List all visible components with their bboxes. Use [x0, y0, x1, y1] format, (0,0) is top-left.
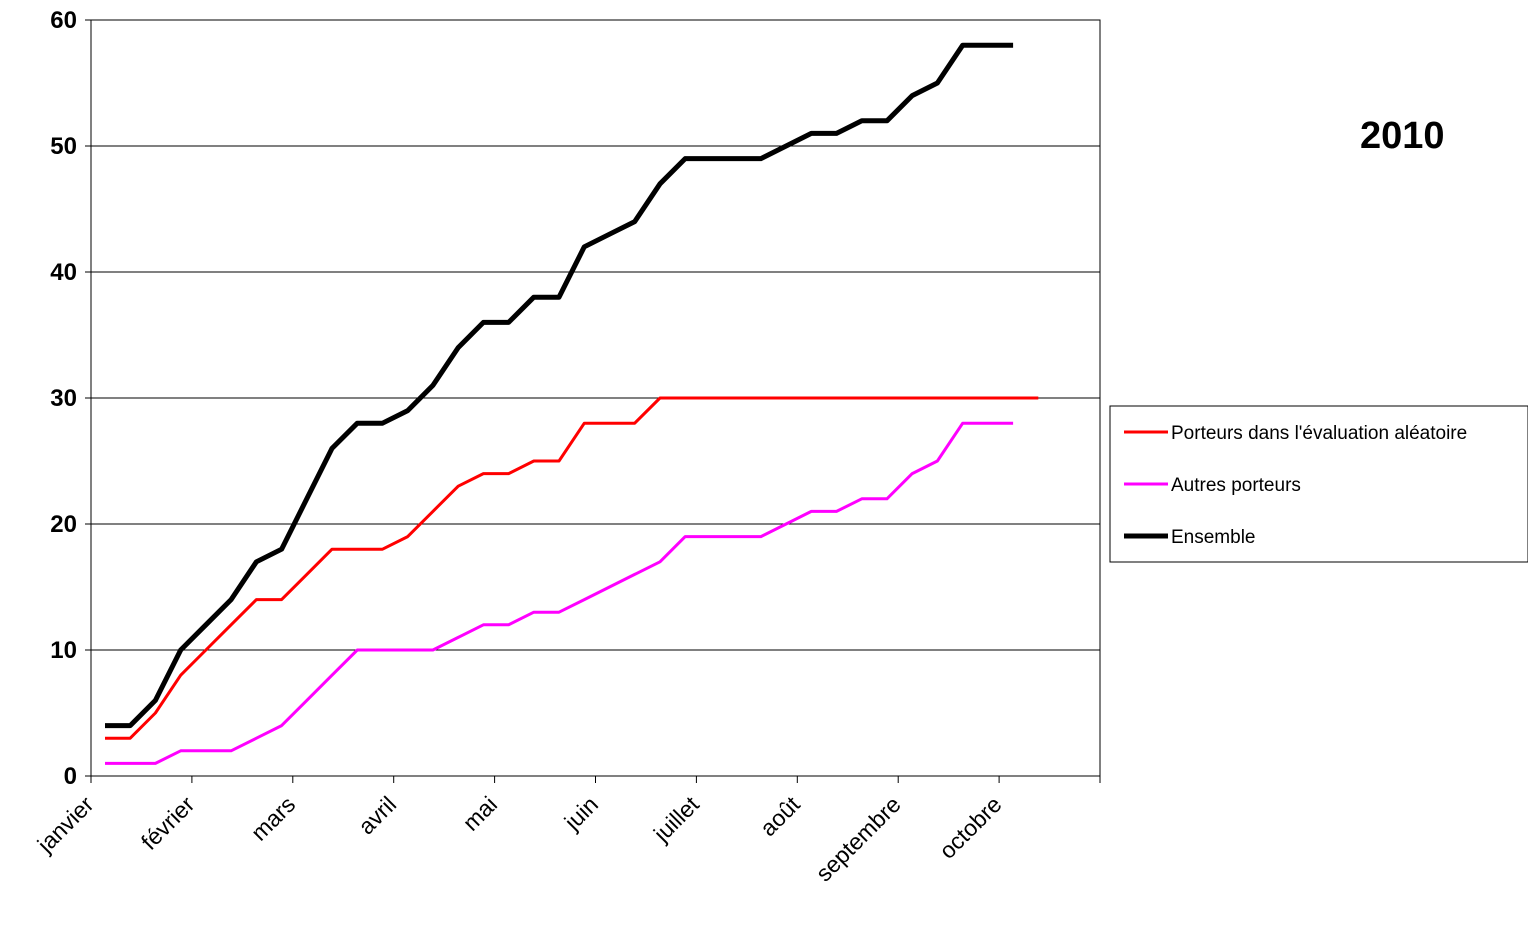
legend-label-ensemble: Ensemble — [1171, 527, 1256, 548]
chart-title: 2010 — [1360, 115, 1445, 157]
xtick-label-octobre: octobre — [934, 791, 1007, 864]
series-line-3 — [105, 42, 1014, 729]
series-line-2 — [105, 421, 1014, 765]
ytick-label-50: 50 — [50, 133, 77, 160]
ytick-label-0: 0 — [64, 763, 77, 790]
xtick-label-mars: mars — [246, 791, 301, 846]
ytick-label-20: 20 — [50, 511, 77, 538]
series-lines — [105, 42, 1039, 765]
xtick-label-août: août — [755, 791, 805, 841]
xtick-label-septembre: septembre — [811, 791, 906, 886]
ytick-label-10: 10 — [50, 637, 77, 664]
series-line-1 — [105, 396, 1039, 740]
xtick-label-février: février — [136, 791, 200, 855]
legend-label-porteurs-evaluation: Porteurs dans l'évaluation aléatoire — [1171, 423, 1467, 444]
legend-label-autres-porteurs: Autres porteurs — [1171, 475, 1301, 496]
axes: 0 10 20 30 40 50 60 janvier février mars avril mai j… — [32, 7, 1101, 886]
legend-box — [1109, 405, 1528, 563]
xtick-label-avril: avril — [353, 791, 401, 839]
legend: Porteurs dans l'évaluation aléatoire Aut… — [1109, 405, 1528, 563]
ytick-label-30: 30 — [50, 385, 77, 412]
gridlines — [91, 145, 1100, 651]
xtick-label-mai: mai — [458, 791, 503, 836]
xtick-label-juin: juin — [559, 791, 603, 835]
ytick-label-60: 60 — [50, 7, 77, 34]
ytick-label-40: 40 — [50, 259, 77, 286]
xtick-label-juillet: juillet — [648, 791, 705, 848]
xtick-label-janvier: janvier — [32, 791, 99, 858]
